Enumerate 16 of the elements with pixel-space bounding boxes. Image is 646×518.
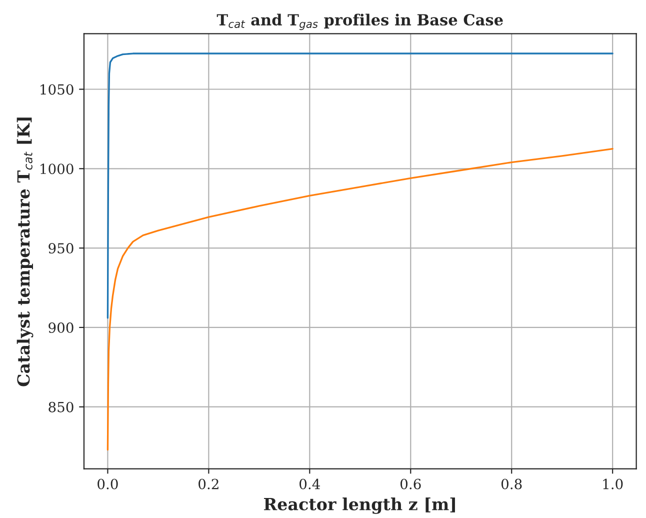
y-axis-title: Catalyst temperature T$_{cat}$ [K] [16,118,34,386]
y-tick-label: 850 [48,402,74,412]
x-tick-label: 0.4 [300,478,320,490]
x-tick-label: 1.0 [603,478,623,490]
line-series [106,52,614,319]
x-tick-label: 0.0 [98,478,118,490]
y-tick-label: 1050 [40,84,74,95]
line-series [106,148,614,451]
y-tick-label: 900 [48,322,74,333]
x-tick-label: 0.2 [198,478,218,490]
y-tick-label: 950 [48,243,74,254]
y-tick-label: 1000 [40,164,74,174]
x-tick-label: 0.6 [400,478,421,490]
x-axis-title: Reactor length z [m] [264,498,455,514]
x-tick-label: 0.8 [501,478,522,490]
chart-title: T$_{cat}$ and T$_{gas}$ profiles in Base Case [216,14,503,30]
